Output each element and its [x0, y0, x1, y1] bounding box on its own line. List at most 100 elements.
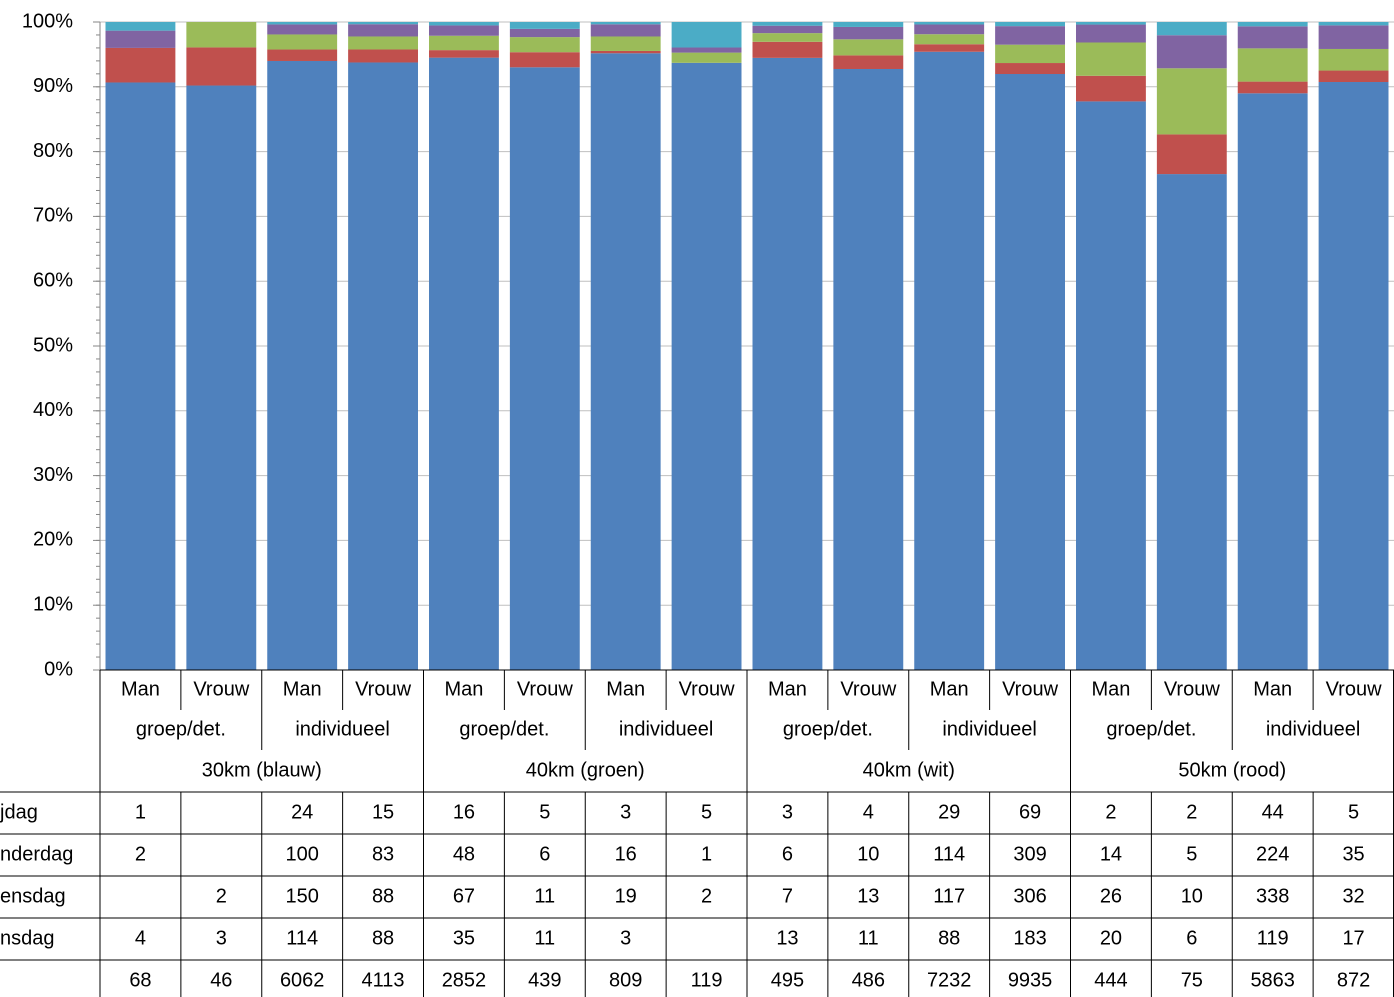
table-cell: 44 — [1262, 801, 1284, 823]
bar-segment — [671, 62, 742, 670]
bar-segment — [105, 22, 176, 31]
x-tick-label: Man — [930, 678, 969, 700]
table-cell: 10 — [857, 843, 879, 865]
y-tick-label: 50% — [33, 334, 73, 356]
table-cell: 19 — [615, 885, 637, 907]
table-cell: 119 — [691, 969, 723, 991]
table-cell: 5 — [1348, 801, 1359, 823]
table-cell: 13 — [776, 927, 798, 949]
table-cell: 183 — [1013, 927, 1046, 949]
table-cell: 7 — [782, 885, 793, 907]
y-tick-label: 90% — [33, 75, 73, 97]
bar-segment — [1237, 26, 1308, 49]
bar-segment — [1076, 24, 1146, 43]
bar-segment — [429, 50, 499, 58]
bar-segment — [995, 74, 1065, 670]
bar-segment — [995, 22, 1065, 27]
y-tick-label: 80% — [33, 140, 73, 162]
table-cell: 17 — [1342, 927, 1364, 949]
bar-segment — [1076, 22, 1146, 25]
table-cell: 75 — [1181, 969, 1203, 991]
bar-segment — [186, 85, 257, 670]
table-cell: 32 — [1342, 885, 1364, 907]
bar-segment — [1076, 42, 1146, 76]
table-cell: 46 — [210, 969, 232, 991]
bar-segment — [1318, 82, 1389, 670]
bar-segment — [833, 26, 904, 40]
table-cell: 809 — [609, 969, 642, 991]
bar-segment — [348, 36, 418, 50]
bar-segment — [671, 47, 742, 53]
table-cell: 306 — [1013, 885, 1046, 907]
table-cell: 29 — [938, 801, 960, 823]
table-cell: 3 — [782, 801, 793, 823]
table-cell: 24 — [291, 801, 313, 823]
bar-segment — [105, 47, 176, 83]
table-cell: 3 — [216, 927, 227, 949]
table-cell: 100 — [286, 843, 319, 865]
x-tick-label: Vrouw — [1326, 678, 1383, 700]
bar-segment — [1237, 48, 1308, 82]
table-cell: 14 — [1100, 843, 1122, 865]
table-cell: 88 — [372, 927, 394, 949]
bar-segment — [914, 22, 985, 25]
bar-segment — [1318, 25, 1389, 49]
bar-segment — [267, 22, 338, 25]
bar-segment — [1318, 48, 1389, 71]
x-tick-label: Vrouw — [679, 678, 736, 700]
subgroup-label: groep/det. — [1106, 718, 1196, 740]
bar-segment — [590, 36, 661, 51]
bar-segment — [1156, 68, 1227, 135]
table-cell: 1 — [701, 843, 712, 865]
bar-segment — [429, 57, 499, 670]
table-cell: 4 — [135, 927, 146, 949]
table-cell: 3 — [620, 801, 631, 823]
y-tick-label: 10% — [33, 593, 73, 615]
y-tick-label: 60% — [33, 269, 73, 291]
x-tick-label: Man — [121, 678, 160, 700]
x-tick-label: Vrouw — [517, 678, 574, 700]
table-cell: 338 — [1256, 885, 1289, 907]
table-cell: 15 — [372, 801, 394, 823]
bar-segment — [1318, 70, 1389, 83]
table-cell: 9935 — [1008, 969, 1053, 991]
bar-segment — [1237, 93, 1308, 671]
bar-segment — [995, 63, 1065, 75]
bar-segment — [509, 22, 580, 29]
group-label: 40km (groen) — [526, 759, 645, 781]
x-tick-label: Man — [1091, 678, 1130, 700]
subgroup-label: individueel — [942, 718, 1037, 740]
bar-segment — [1076, 101, 1146, 670]
bar-segment — [752, 22, 823, 26]
bar-segment — [267, 60, 338, 670]
legend-label: nsdag — [0, 927, 55, 949]
bar-segment — [267, 49, 338, 61]
table-cell: 5 — [1186, 843, 1197, 865]
bar-segment — [348, 22, 418, 25]
legend-label: ensdag — [0, 885, 66, 907]
table-cell: 83 — [372, 843, 394, 865]
bar-segment — [1318, 22, 1389, 26]
x-tick-label: Vrouw — [1002, 678, 1059, 700]
bar-segment — [186, 22, 257, 48]
bar-segment — [1237, 81, 1308, 94]
table-cell: 10 — [1181, 885, 1203, 907]
table-cell: 486 — [852, 969, 885, 991]
bar-segment — [752, 33, 823, 42]
table-cell: 2 — [135, 843, 146, 865]
x-tick-label: Man — [768, 678, 807, 700]
table-cell: 7232 — [927, 969, 972, 991]
table-cell: 6 — [782, 843, 793, 865]
group-label: 50km (rood) — [1178, 759, 1286, 781]
table-cell: 6062 — [280, 969, 325, 991]
bar-segment — [671, 22, 742, 48]
bar-segment — [509, 52, 580, 68]
table-cell: 5 — [701, 801, 712, 823]
table-cell: 35 — [1342, 843, 1364, 865]
table-cell: 69 — [1019, 801, 1041, 823]
table-cell: 114 — [286, 927, 318, 949]
y-tick-label: 40% — [33, 399, 73, 421]
y-tick-label: 0% — [44, 658, 73, 680]
bar-segment — [1156, 174, 1227, 670]
